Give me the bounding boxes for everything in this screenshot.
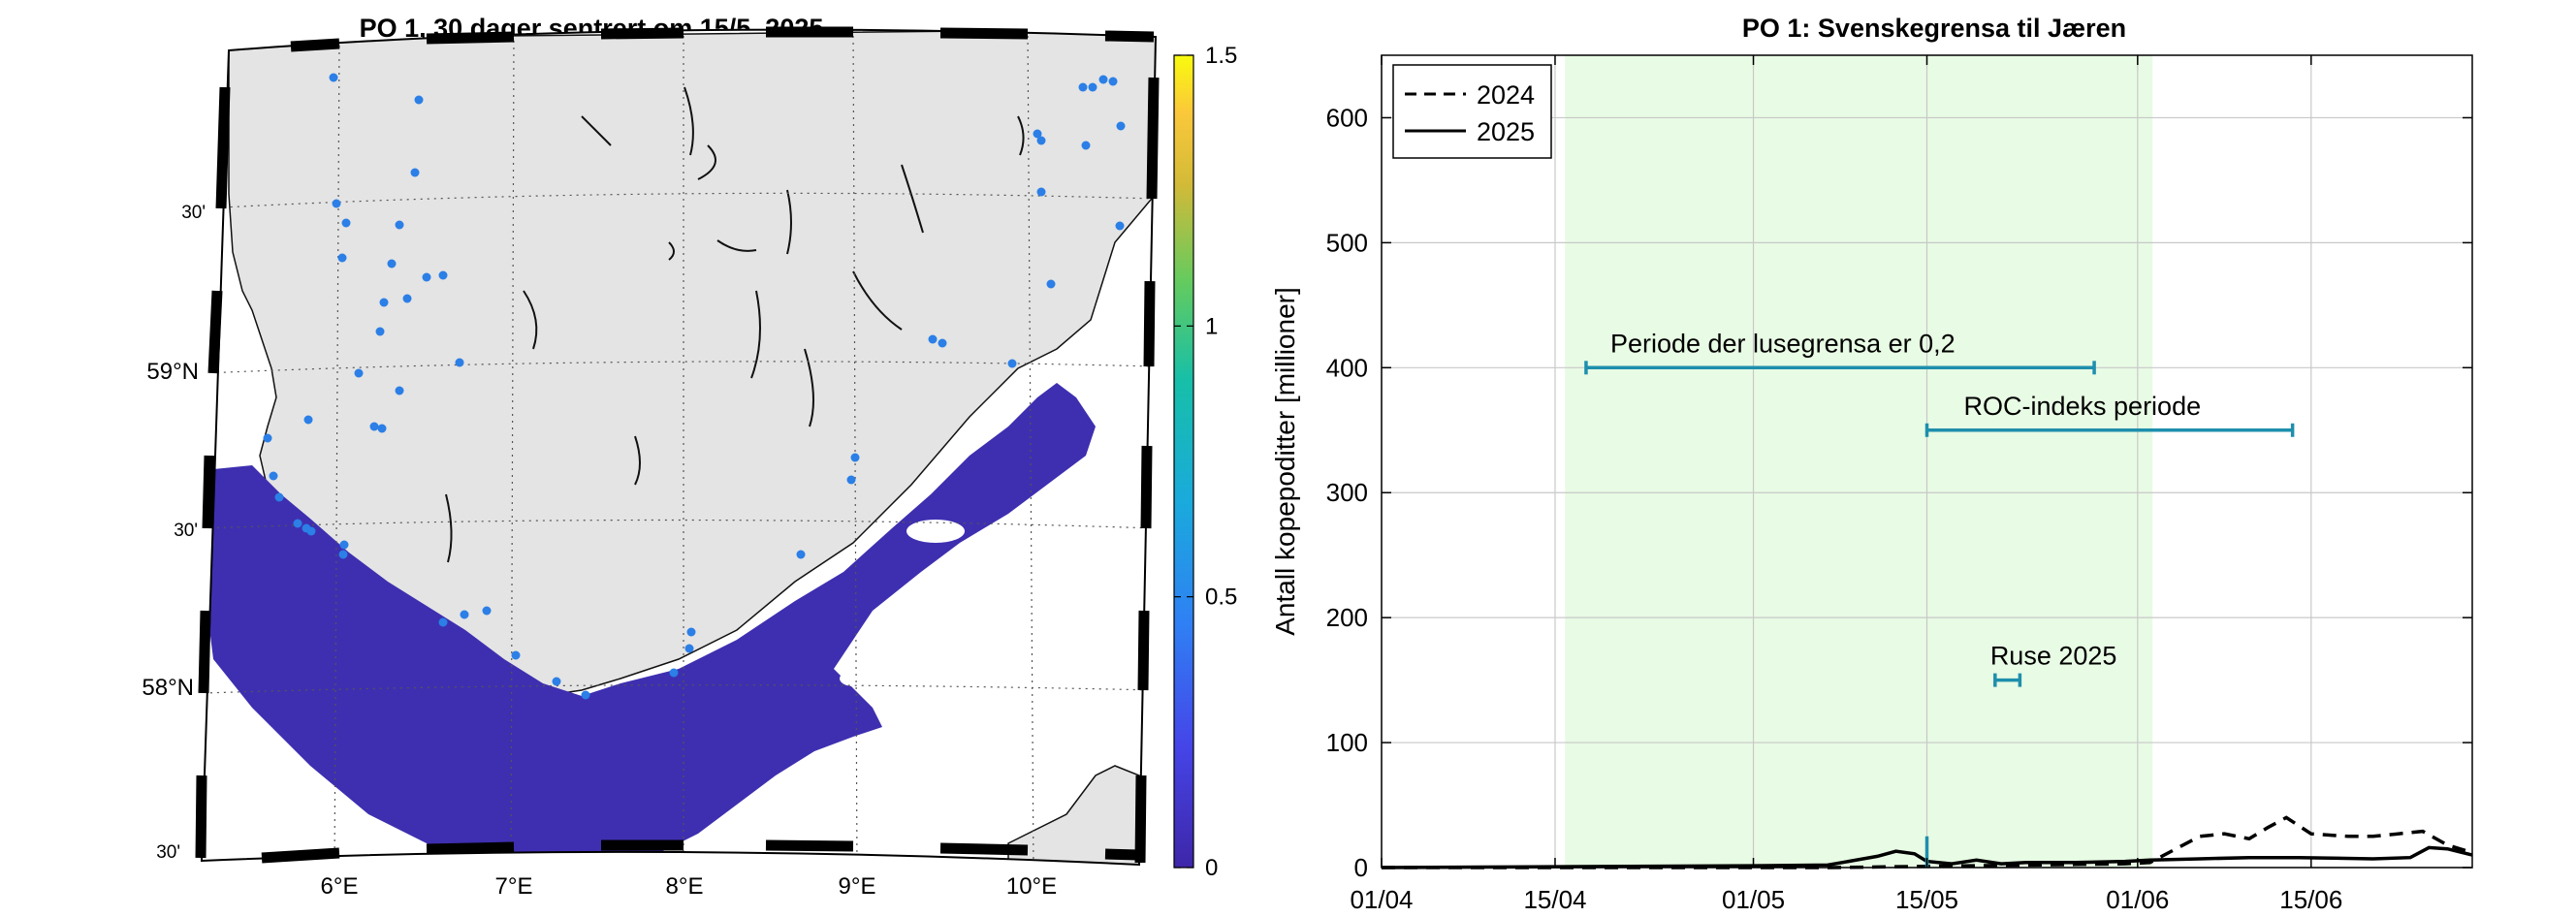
series-line-2025 (1381, 845, 2473, 870)
legend: 2024 2025 (1392, 64, 1552, 159)
lon-label-10: 10°E (1006, 873, 1057, 900)
annotation-label: Ruse 2025 (1990, 642, 2117, 671)
field-holes (840, 520, 997, 686)
lon-label-6: 6°E (321, 873, 359, 900)
lon-label-9: 9°E (839, 873, 876, 900)
station-dots (263, 73, 1126, 700)
legend-box (1392, 64, 1552, 159)
x-tick-label: 01/05 (1722, 885, 1785, 914)
y-axis-label: Antall kopepoditter [millioner] (1270, 287, 1300, 636)
x-tick-label: 15/04 (1523, 885, 1586, 914)
colorbar: 0 0.5 1 1.5 (1173, 43, 1237, 881)
x-tick-label: 15/05 (1895, 885, 1958, 914)
map-panel: 6°E 7°E 8°E 9°E 10°E 59°N 58°N 30' 30' 3… (142, 26, 1160, 900)
legend-label-2025: 2025 (1477, 117, 1535, 146)
shaded-period (1565, 55, 2153, 868)
chart-title: PO 1: Svenskegrensa til Jæren (1741, 14, 2127, 43)
lat-label-half-1: 30' (181, 203, 206, 223)
x-tick-label: 01/06 (2106, 885, 2169, 914)
axes: 0 100 200 300 400 500 600 01/04 15/04 01/05 15/05 0… (1326, 55, 2472, 914)
x-tick-label: 15/06 (2279, 885, 2342, 914)
annotations: Periode der lusegrensa er 0,2 ROC-indeks … (1584, 329, 2295, 868)
x-tick-label: 01/04 (1350, 885, 1413, 914)
lat-label-half-2: 30' (174, 521, 198, 541)
y-tick-label: 300 (1326, 478, 1368, 507)
lon-label-7: 7°E (495, 873, 533, 900)
annotation-label: Periode der lusegrensa er 0,2 (1610, 329, 1956, 358)
map-frame-ticks (195, 26, 1160, 864)
lat-label-58: 58°N (142, 675, 194, 701)
y-tick-label: 100 (1326, 728, 1368, 757)
sea-concentration-field (204, 383, 1096, 863)
colorbar-tick-label: 0 (1205, 855, 1218, 881)
y-tick-label: 0 (1354, 853, 1368, 882)
legend-label-2024: 2024 (1477, 80, 1535, 110)
y-tick-label: 500 (1326, 228, 1368, 257)
colorbar-tick-label: 1.5 (1205, 43, 1237, 69)
lat-label-half-3: 30' (156, 842, 180, 863)
lakes (445, 86, 1025, 563)
lat-label-59: 59°N (146, 359, 199, 385)
colorbar-gradient (1173, 54, 1194, 869)
y-tick-label: 400 (1326, 353, 1368, 382)
y-tick-label: 200 (1326, 603, 1368, 632)
colorbar-tick-label: 1 (1205, 313, 1218, 339)
colorbar-ticks: 0 0.5 1 1.5 (1174, 43, 1237, 881)
colorbar-tick-label: 0.5 (1205, 585, 1237, 611)
annotation-label: ROC-indeks periode (1964, 392, 2202, 421)
graticule (203, 29, 1156, 866)
lon-label-8: 8°E (666, 873, 704, 900)
y-tick-label: 600 (1326, 103, 1368, 132)
